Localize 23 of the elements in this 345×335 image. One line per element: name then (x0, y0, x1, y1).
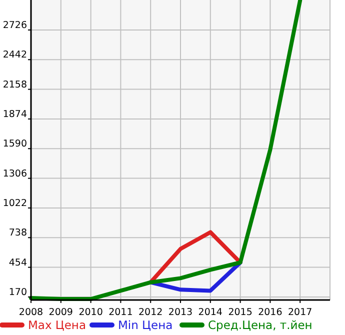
x-tick-label: 2014 (198, 307, 222, 318)
y-tick-label: 738 (8, 228, 27, 239)
x-tick-label: 2017 (288, 307, 312, 318)
y-tick-label: 170 (8, 287, 27, 298)
y-tick-label: 1874 (2, 109, 27, 120)
x-tick-label: 2012 (138, 307, 163, 318)
x-tick-label: 2016 (258, 307, 282, 318)
y-tick-label: 1590 (2, 138, 27, 150)
x-tick-label: 2011 (108, 307, 133, 318)
y-tick-label: 1022 (2, 198, 27, 210)
x-tick-label: 2008 (18, 307, 44, 318)
y-tick-label: 454 (8, 257, 27, 268)
legend-label: Min Цена (118, 318, 173, 332)
y-tick-label: 2442 (2, 50, 27, 61)
y-tick-label: 1306 (2, 168, 27, 180)
y-tick-label: 2158 (2, 79, 27, 90)
x-tick-label: 2013 (168, 307, 193, 318)
y-tick-label: 2726 (2, 20, 27, 32)
legend-label: Max Цена (28, 318, 86, 332)
x-tick-label: 2010 (78, 307, 103, 318)
x-tick-label: 2015 (228, 307, 252, 318)
x-tick-label: 2009 (48, 307, 73, 318)
legend-label: Сред.Цена, т.йен (208, 318, 312, 332)
